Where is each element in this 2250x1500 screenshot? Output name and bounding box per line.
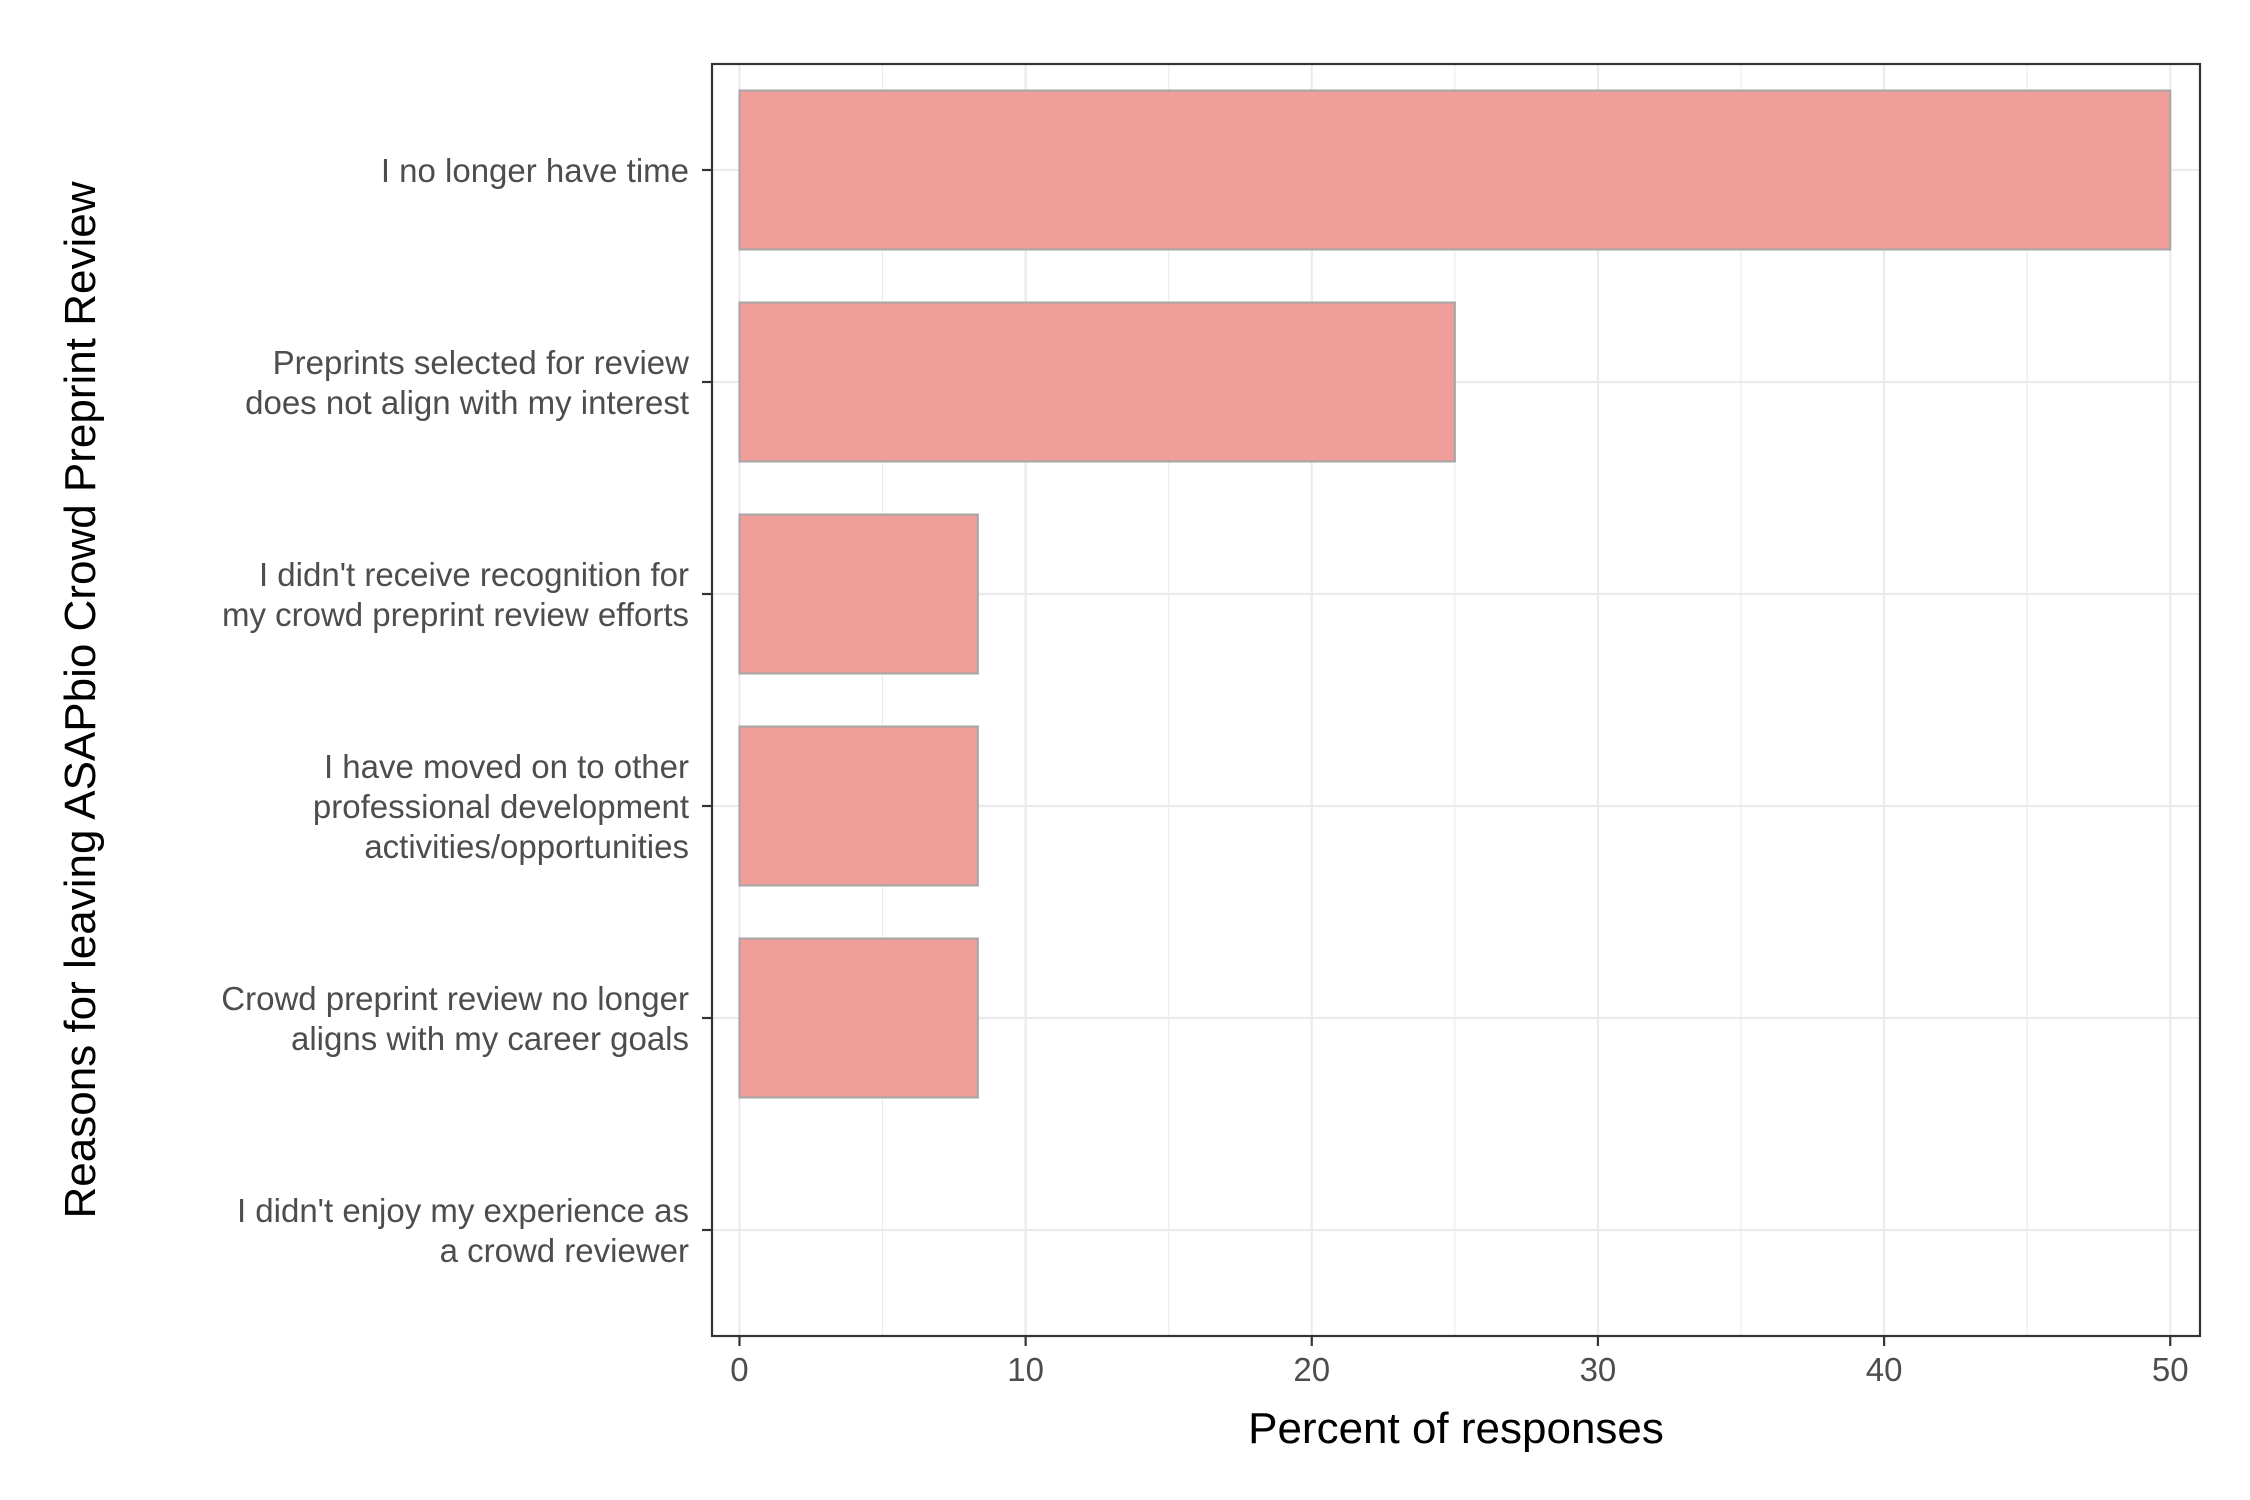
y-tick-label: Crowd preprint review no longer aligns wi… <box>221 980 689 1057</box>
x-tick-label: 10 <box>1007 1351 1044 1388</box>
x-tick-label: 40 <box>1866 1351 1903 1388</box>
y-tick-label-line: professional development <box>313 788 689 825</box>
y-tick-label-line: my crowd preprint review efforts <box>222 596 689 633</box>
x-tick-label: 30 <box>1580 1351 1617 1388</box>
y-tick-label-line: I have moved on to other <box>324 748 689 785</box>
y-tick-label: I didn't receive recognition for my crowd… <box>222 556 689 633</box>
x-axis-title: Percent of responses <box>1248 1404 1664 1453</box>
bar <box>738 725 979 887</box>
y-tick-label-line: I didn't enjoy my experience as <box>237 1192 689 1229</box>
y-tick-label: I no longer have time <box>381 152 689 189</box>
y-tick-label-line: does not align with my interest <box>245 384 689 421</box>
x-tick-label: 20 <box>1293 1351 1330 1388</box>
y-tick-label-line: aligns with my career goals <box>291 1020 689 1057</box>
bar <box>738 89 2172 251</box>
y-tick-label: I didn't enjoy my experience as a crowd r… <box>237 1192 689 1269</box>
bar <box>738 513 979 675</box>
panel-border <box>710 62 2202 1338</box>
axes: 0 10 20 30 40 50 I no longer have time Preprint… <box>221 152 2188 1388</box>
bar <box>738 937 979 1099</box>
grid-lines <box>712 64 2200 1336</box>
x-tick-label: 0 <box>730 1351 748 1388</box>
bar <box>738 301 1456 463</box>
y-tick-label-line: activities/opportunities <box>364 828 689 865</box>
y-tick-label-line: a crowd reviewer <box>440 1232 689 1269</box>
y-tick-label-line: Preprints selected for review <box>273 344 690 381</box>
y-tick-label: Preprints selected for review does not al… <box>245 344 689 421</box>
y-tick-label: I have moved on to other professional dev… <box>313 748 689 865</box>
y-tick-label-line: I no longer have time <box>381 152 689 189</box>
bars <box>738 89 2172 1099</box>
x-tick-label: 50 <box>2152 1351 2189 1388</box>
y-tick-label-line: I didn't receive recognition for <box>259 556 689 593</box>
y-axis-title: Reasons for leaving ASAPbio Crowd Prepri… <box>56 181 105 1218</box>
y-tick-label-line: Crowd preprint review no longer <box>221 980 689 1017</box>
